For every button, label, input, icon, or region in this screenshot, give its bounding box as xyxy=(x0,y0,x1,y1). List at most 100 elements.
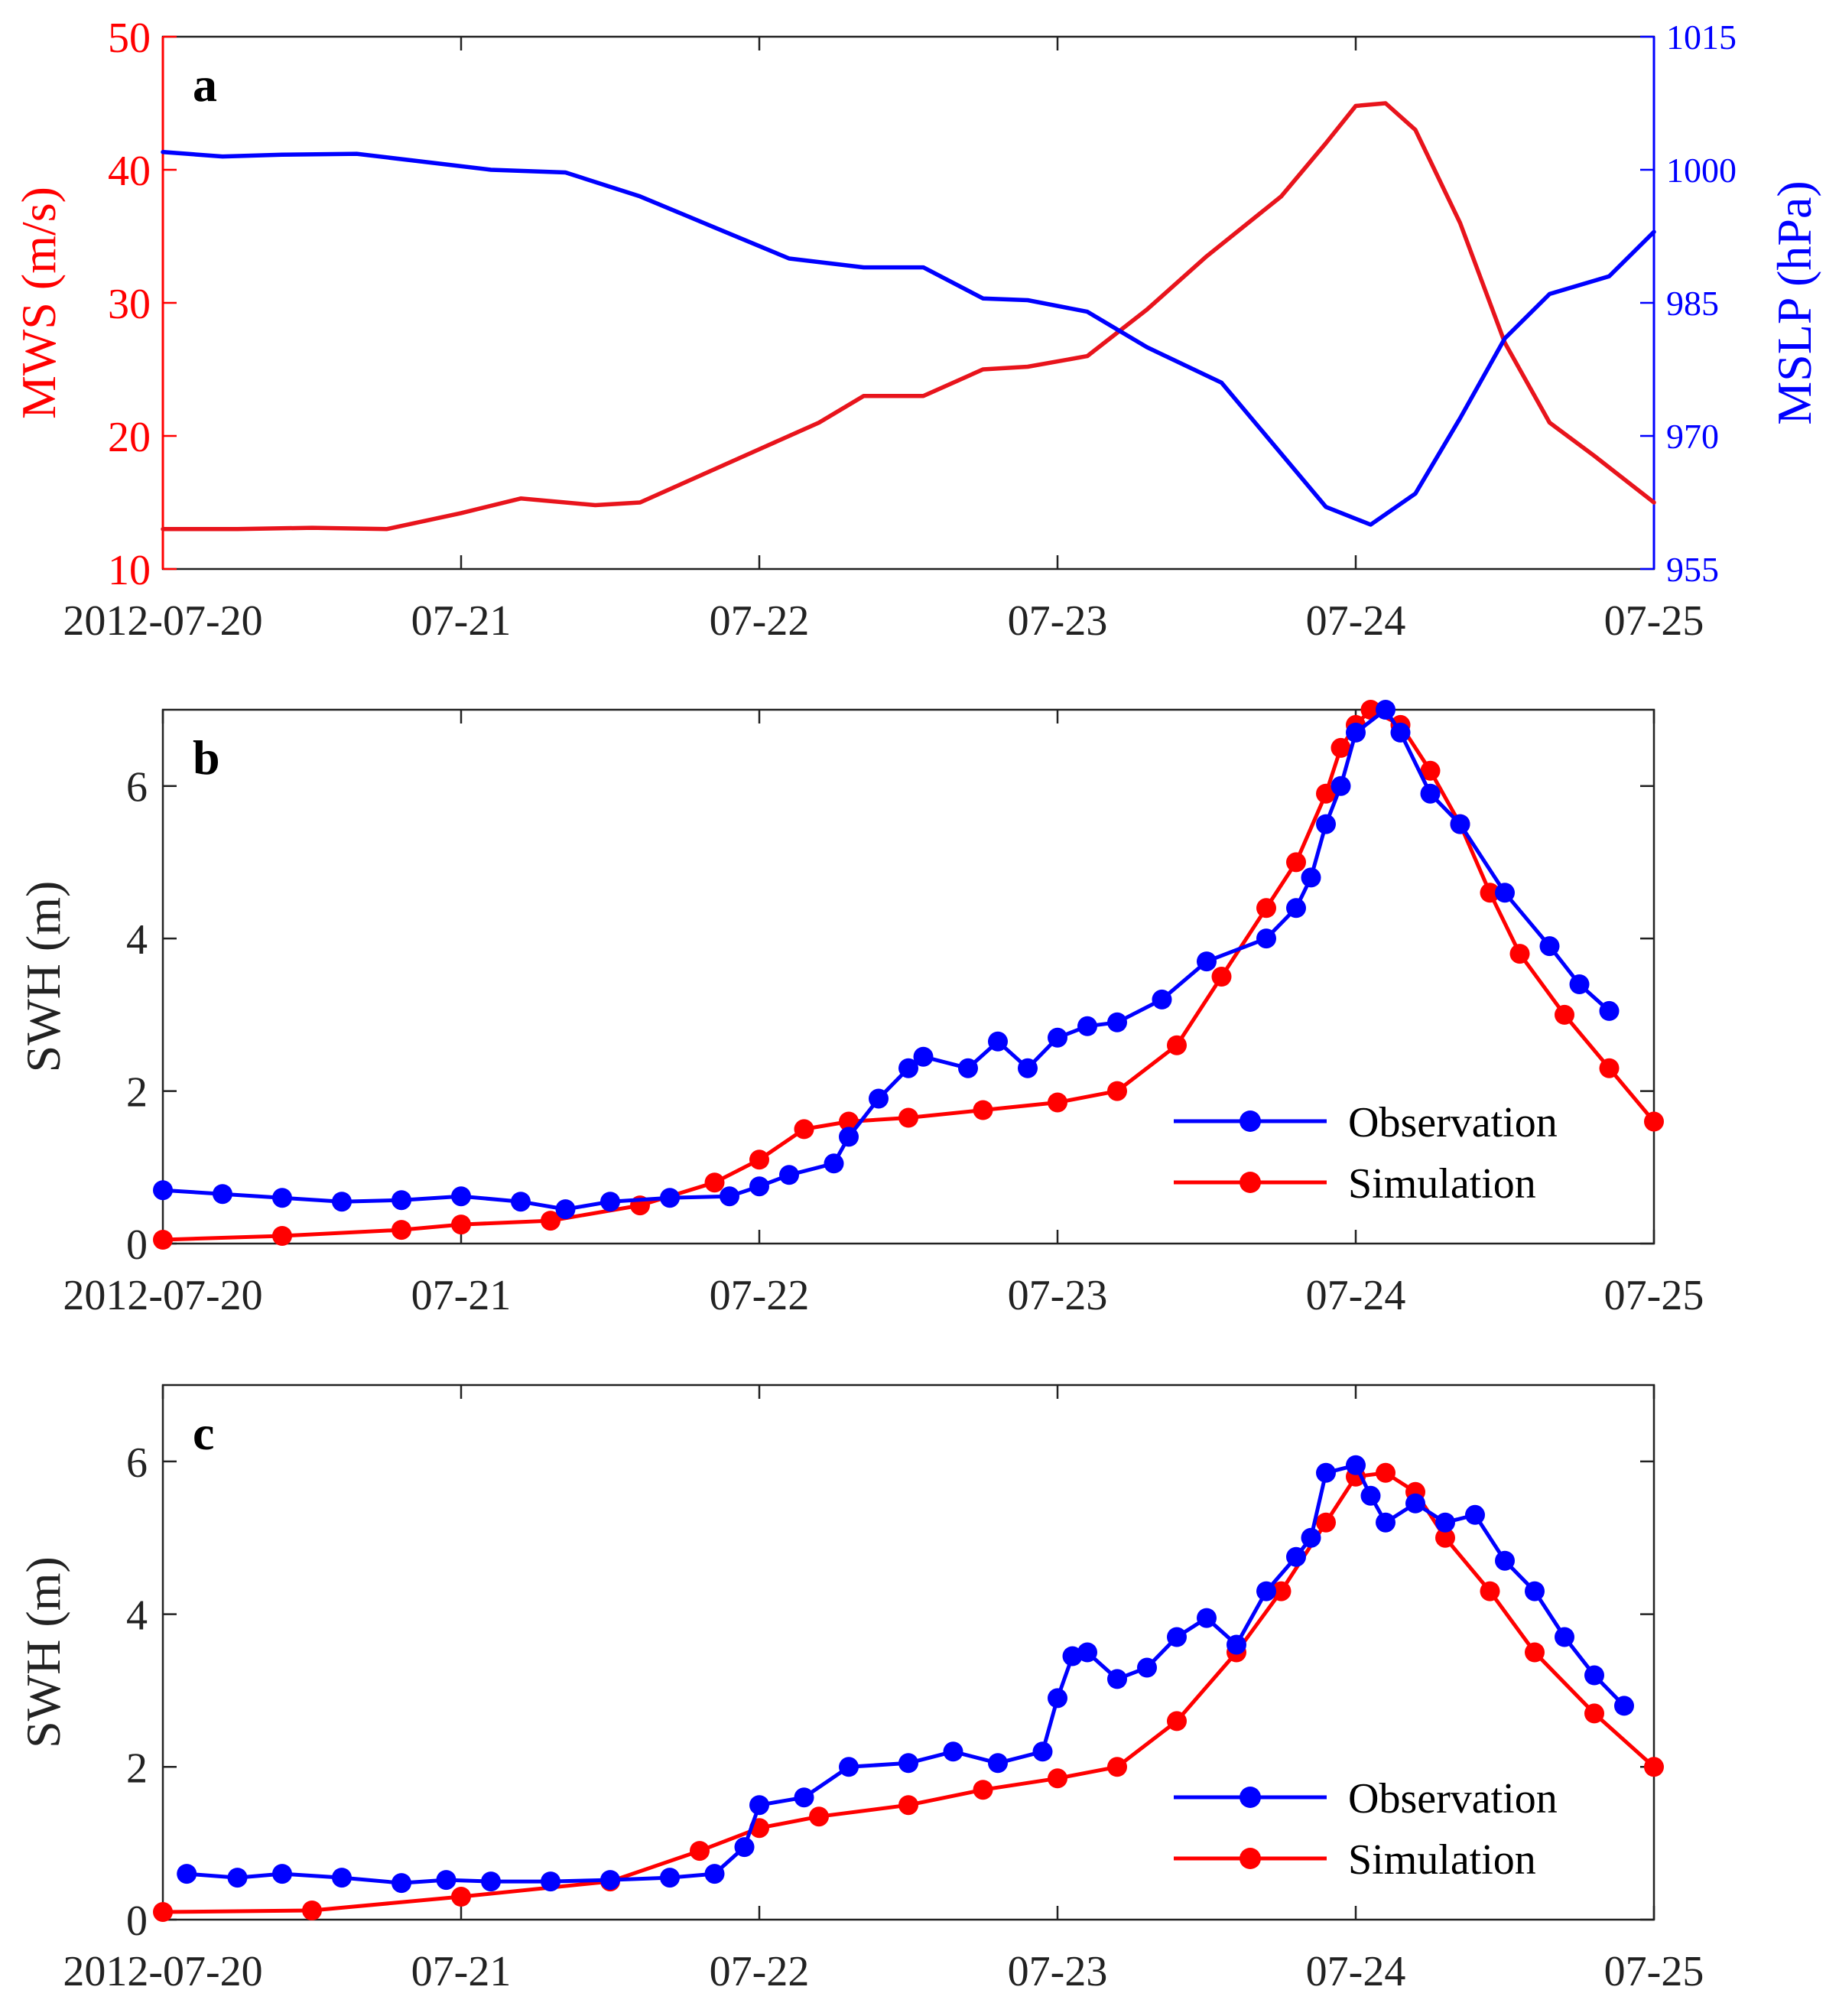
data-point-observation xyxy=(1346,1455,1366,1475)
data-point-simulation xyxy=(809,1806,829,1827)
data-point-observation xyxy=(1495,1550,1515,1571)
data-point-simulation xyxy=(1271,1581,1292,1601)
data-point-observation xyxy=(1107,1012,1127,1032)
panel-c: 2012-07-20 07-21 07-22 07-23 07-24 07-25 0 2 4 6 S… xyxy=(16,1384,1704,1995)
series-line-mslp xyxy=(161,150,1656,527)
data-point-observation xyxy=(272,1864,292,1884)
x-tick-label: 07-23 xyxy=(1008,1948,1108,1995)
legend-label-simulation: Simulation xyxy=(1348,1836,1536,1884)
x-tick-label: 2012-07-20 xyxy=(63,1948,262,1995)
data-point-observation xyxy=(600,1192,620,1212)
y-tick-label-right: 955 xyxy=(1666,550,1719,589)
y-tick-label: 0 xyxy=(126,1897,148,1945)
data-point-observation xyxy=(660,1188,680,1208)
legend-marker-simulation xyxy=(1240,1172,1261,1193)
data-point-observation xyxy=(332,1192,352,1212)
x-tick-label: 2012-07-20 xyxy=(63,597,262,645)
data-point-observation xyxy=(839,1127,859,1147)
data-point-observation xyxy=(988,1753,1008,1774)
data-point-observation xyxy=(213,1184,232,1205)
plot-frame xyxy=(161,708,1655,1245)
y-tick-label: 2 xyxy=(126,1069,148,1117)
y-axis-title: SWH (m) xyxy=(16,1556,70,1748)
data-point-observation xyxy=(451,1186,471,1207)
data-point-observation xyxy=(1048,1688,1067,1709)
y-tick-label-left: 10 xyxy=(108,547,151,594)
legend-label-observation: Observation xyxy=(1348,1099,1558,1146)
x-tick-label: 07-21 xyxy=(411,1272,512,1319)
data-point-observation xyxy=(824,1153,844,1174)
data-point-observation xyxy=(272,1188,292,1208)
data-point-simulation xyxy=(1167,1711,1187,1731)
y-axis-title: SWH (m) xyxy=(16,881,70,1073)
x-tick-label: 07-21 xyxy=(411,597,512,645)
data-point-simulation xyxy=(749,1149,769,1170)
data-point-observation xyxy=(1450,814,1470,834)
x-tick-label: 07-23 xyxy=(1008,597,1108,645)
data-point-observation xyxy=(1301,1527,1321,1548)
data-point-simulation xyxy=(1644,1111,1664,1132)
data-point-observation xyxy=(913,1046,934,1067)
data-point-observation xyxy=(481,1871,501,1892)
data-point-observation xyxy=(1286,898,1306,919)
x-tick-label: 07-22 xyxy=(710,1948,810,1995)
data-point-simulation xyxy=(690,1841,710,1862)
series-line-mws xyxy=(161,101,1656,532)
data-point-observation xyxy=(779,1165,799,1185)
data-point-observation xyxy=(958,1058,978,1078)
legend-marker-simulation xyxy=(1240,1848,1261,1869)
panel-label: a xyxy=(193,57,217,112)
data-point-observation xyxy=(153,1180,173,1201)
data-point-observation xyxy=(1539,936,1560,957)
data-point-simulation xyxy=(898,1795,918,1816)
y-tick-label: 6 xyxy=(126,1439,148,1487)
data-point-simulation xyxy=(1211,967,1232,987)
y-tick-label-right: 970 xyxy=(1666,417,1719,456)
x-tick-label: 07-24 xyxy=(1306,1272,1406,1319)
y-axis-title-right: MSLP (hPa) xyxy=(1767,180,1821,424)
data-point-simulation xyxy=(451,1887,471,1907)
data-point-observation xyxy=(1316,1462,1336,1483)
data-point-observation xyxy=(1062,1646,1083,1666)
y-tick-label: 4 xyxy=(126,1592,148,1640)
data-point-observation xyxy=(1286,1546,1306,1567)
x-tick-label: 07-25 xyxy=(1604,1272,1704,1319)
data-point-observation xyxy=(1614,1696,1634,1716)
data-point-observation xyxy=(1495,883,1515,903)
data-point-observation xyxy=(1167,1627,1187,1647)
data-point-observation xyxy=(392,1873,411,1894)
data-point-simulation xyxy=(1331,737,1351,758)
data-point-observation xyxy=(1048,1027,1067,1048)
data-point-simulation xyxy=(1286,852,1306,873)
data-point-observation xyxy=(720,1186,739,1207)
data-point-simulation xyxy=(1316,1512,1336,1533)
data-point-observation xyxy=(1107,1669,1127,1689)
panel-b: 2012-07-20 07-21 07-22 07-23 07-24 07-25 0 2 4 6 S… xyxy=(16,700,1704,1319)
data-point-observation xyxy=(1256,1581,1276,1601)
legend-marker-observation xyxy=(1240,1787,1261,1808)
y-tick-label-right: 1000 xyxy=(1666,151,1737,190)
data-point-observation xyxy=(1525,1581,1545,1601)
x-tick-label: 07-22 xyxy=(710,1272,810,1319)
series-line-simulation xyxy=(162,707,1655,1242)
data-point-observation xyxy=(704,1864,725,1884)
data-point-observation xyxy=(839,1757,859,1777)
legend-label-observation: Observation xyxy=(1348,1775,1558,1823)
y-tick-label-left: 40 xyxy=(108,148,151,195)
x-tick-label: 2012-07-20 xyxy=(63,1272,262,1319)
data-point-observation xyxy=(1599,1000,1620,1021)
data-point-observation xyxy=(1376,700,1395,720)
data-point-observation xyxy=(898,1058,918,1078)
y-tick-label-left: 50 xyxy=(108,15,151,62)
data-point-simulation xyxy=(704,1172,725,1193)
data-point-simulation xyxy=(898,1107,918,1128)
data-point-observation xyxy=(1435,1512,1455,1533)
data-point-observation xyxy=(1390,722,1411,743)
panel-label: b xyxy=(193,730,220,785)
y-tick-label: 4 xyxy=(126,916,148,964)
data-point-observation xyxy=(436,1870,457,1891)
data-point-simulation xyxy=(451,1214,471,1235)
data-point-observation xyxy=(660,1868,680,1888)
x-tick-label: 07-25 xyxy=(1604,597,1704,645)
